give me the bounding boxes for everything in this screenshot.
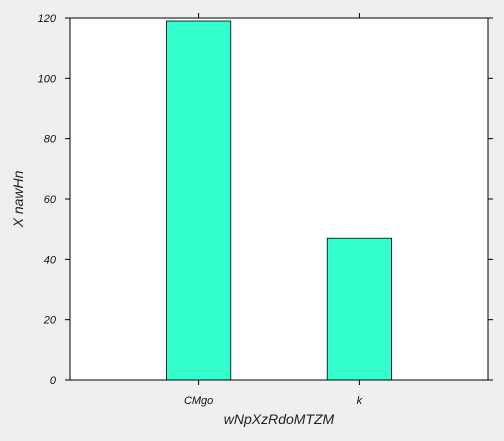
x-tick-label-CMgo: CMgo <box>184 395 213 407</box>
x-axis-label: wNpXzRdoMTZM <box>224 411 335 427</box>
y-tick-label-120: 120 <box>38 13 57 25</box>
plot-area <box>70 18 488 380</box>
y-axis-ticks: 0 20 40 60 80 100 120 <box>38 13 493 387</box>
y-tick-label-100: 100 <box>38 73 57 85</box>
bar-k <box>326 237 392 381</box>
bar-CMgo <box>166 20 232 381</box>
bars-group <box>166 20 392 381</box>
x-tick-label-k: k <box>357 395 363 407</box>
y-tick-label-20: 20 <box>43 315 57 327</box>
plot-frame <box>69 17 489 381</box>
y-tick-label-80: 80 <box>44 134 57 146</box>
y-tick-label-60: 60 <box>44 194 57 206</box>
y-tick-label-40: 40 <box>44 254 57 266</box>
y-tick-label-0: 0 <box>50 375 57 387</box>
y-axis-label: X nawHn <box>10 170 26 228</box>
x-axis-ticks: CMgo k <box>184 13 363 407</box>
